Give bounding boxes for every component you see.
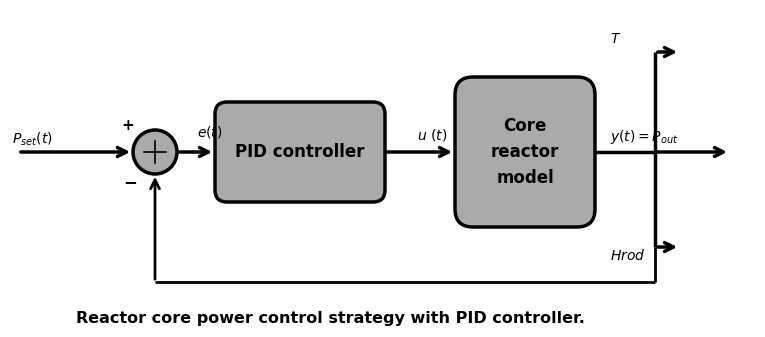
Text: $u\ (t)$: $u\ (t)$	[417, 127, 448, 143]
Text: $P_{set}(t)$: $P_{set}(t)$	[12, 130, 53, 148]
Text: +: +	[122, 118, 135, 132]
Text: $e(t)$: $e(t)$	[197, 124, 223, 140]
Text: $y(t) = P_{out}$: $y(t) = P_{out}$	[610, 128, 679, 146]
FancyBboxPatch shape	[455, 77, 595, 227]
Text: PID controller: PID controller	[236, 143, 365, 161]
FancyBboxPatch shape	[215, 102, 385, 202]
Ellipse shape	[133, 130, 177, 174]
Text: Reactor core power control strategy with PID controller.: Reactor core power control strategy with…	[76, 311, 584, 327]
Text: Core
reactor
model: Core reactor model	[491, 117, 559, 187]
Text: $T$: $T$	[610, 32, 621, 46]
Text: $Hrod$: $Hrod$	[610, 247, 646, 263]
Text: −: −	[123, 173, 137, 191]
